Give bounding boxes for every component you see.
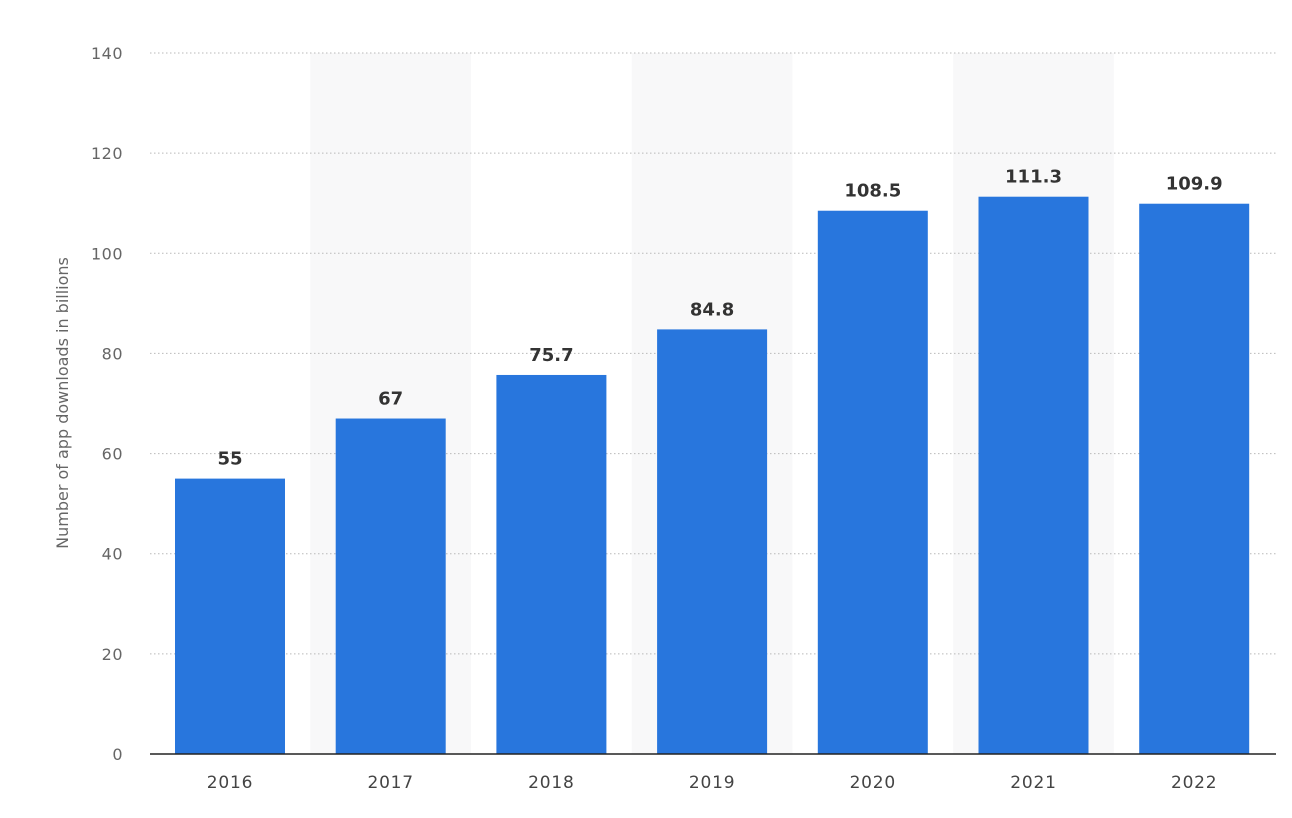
data-label: 109.9 [1166, 174, 1223, 195]
bar [175, 478, 285, 754]
y-axis-ticks: 0 20 40 60 80 100 120 140 [91, 44, 123, 764]
y-tick-label: 100 [91, 244, 123, 263]
x-tick-label: 2022 [1171, 773, 1217, 793]
data-label: 55 [217, 449, 242, 470]
data-labels: 55 67 75.7 84.8 108.5 111.3 109.9 [217, 167, 1222, 470]
x-tick-label: 2016 [207, 773, 253, 793]
data-label: 108.5 [844, 181, 901, 202]
x-axis-ticks: 2016 2017 2018 2019 2020 2021 2022 [207, 773, 1217, 793]
y-tick-label: 40 [102, 545, 123, 564]
y-tick-label: 80 [102, 344, 123, 363]
data-label: 111.3 [1005, 167, 1062, 188]
y-tick-label: 60 [102, 445, 123, 464]
y-tick-label: 120 [91, 144, 123, 163]
bars [175, 196, 1250, 755]
data-label: 67 [378, 389, 403, 410]
bar [657, 329, 768, 754]
bar [335, 418, 446, 754]
y-tick-label: 140 [91, 44, 123, 63]
x-tick-label: 2018 [528, 773, 574, 793]
x-tick-label: 2021 [1010, 773, 1056, 793]
bar [817, 210, 928, 755]
bar [1139, 203, 1250, 755]
y-tick-label: 20 [102, 645, 123, 664]
x-tick-label: 2017 [367, 773, 413, 793]
bar [978, 196, 1089, 754]
y-tick-label: 0 [112, 745, 123, 764]
y-axis-title: Number of app downloads in billions [53, 257, 72, 549]
x-tick-label: 2019 [689, 773, 735, 793]
x-tick-label: 2020 [850, 773, 896, 793]
data-label: 75.7 [529, 345, 573, 366]
data-label: 84.8 [690, 299, 734, 320]
bar [496, 374, 607, 754]
